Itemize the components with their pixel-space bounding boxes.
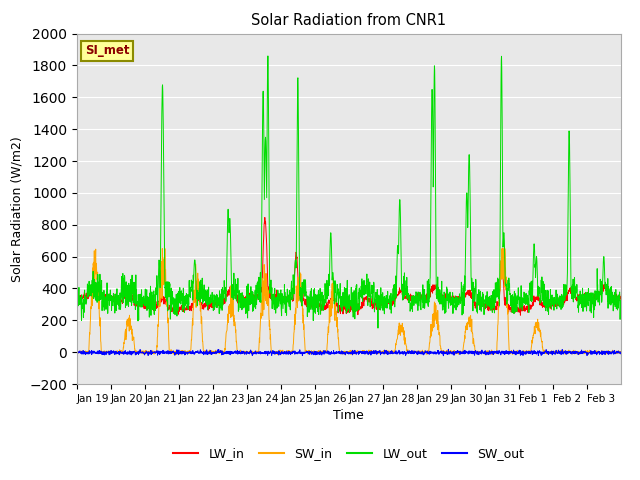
LW_out [382, 296, 390, 301]
SW_out [513, 349, 521, 355]
LW_in [261, 215, 269, 220]
Text: SI_met: SI_met [85, 44, 129, 57]
LW_out [617, 308, 625, 314]
LW_out [127, 277, 135, 283]
SW_out [617, 349, 625, 355]
LW_in [381, 301, 389, 307]
LW_out [264, 53, 272, 59]
Title: Solar Radiation from CNR1: Solar Radiation from CNR1 [252, 13, 446, 28]
SW_out [381, 349, 389, 355]
SW_out [445, 347, 452, 352]
SW_out [73, 351, 81, 357]
LW_out [610, 299, 618, 304]
SW_out [127, 350, 135, 356]
SW_in [245, 349, 253, 355]
SW_in [610, 349, 618, 355]
LW_in [513, 308, 520, 314]
SW_in [73, 348, 81, 354]
Legend: LW_in, SW_in, LW_out, SW_out: LW_in, SW_in, LW_out, SW_out [168, 443, 529, 465]
SW_in [159, 246, 166, 252]
Line: LW_in: LW_in [77, 217, 621, 315]
Line: SW_out: SW_out [77, 349, 621, 356]
SW_in [617, 351, 625, 357]
LW_in [544, 307, 552, 312]
LW_in [244, 291, 252, 297]
LW_out [244, 290, 252, 296]
SW_out [544, 348, 552, 354]
SW_out [440, 353, 447, 359]
SW_out [610, 349, 618, 355]
SW_in [513, 348, 521, 354]
LW_out [544, 309, 552, 314]
SW_in [382, 348, 390, 354]
Y-axis label: Solar Radiation (W/m2): Solar Radiation (W/m2) [11, 136, 24, 282]
LW_out [513, 309, 521, 314]
Line: SW_in: SW_in [77, 249, 621, 355]
Line: LW_out: LW_out [77, 56, 621, 328]
LW_in [617, 296, 625, 301]
SW_in [127, 327, 135, 333]
LW_in [127, 288, 135, 294]
LW_in [610, 293, 618, 299]
LW_in [73, 295, 81, 300]
SW_out [244, 349, 252, 355]
LW_out [73, 310, 81, 316]
SW_in [544, 351, 552, 357]
SW_in [287, 352, 294, 358]
LW_out [374, 325, 382, 331]
LW_in [516, 312, 524, 318]
X-axis label: Time: Time [333, 409, 364, 422]
